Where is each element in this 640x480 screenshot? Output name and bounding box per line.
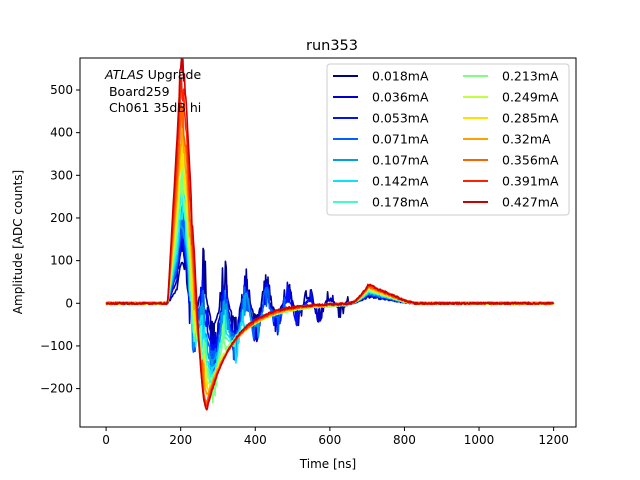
legend-label: 0.178mA — [372, 195, 429, 210]
svg-text:ATLAS Upgrade: ATLAS Upgrade — [104, 67, 201, 82]
y-tick-label: 500 — [50, 83, 73, 97]
legend-label: 0.285mA — [502, 111, 559, 126]
y-tick-label: 0 — [65, 296, 73, 310]
legend-label: 0.107mA — [372, 153, 429, 168]
legend-label: 0.053mA — [372, 111, 429, 126]
annotation-italic: ATLAS — [104, 67, 144, 82]
legend-label: 0.391mA — [502, 174, 559, 189]
annotation-rest: Upgrade — [144, 67, 202, 82]
y-axis: −200 −100 0 100 200 300 400 500 — [40, 83, 80, 396]
legend-label: 0.213mA — [502, 69, 559, 84]
legend-label: 0.036mA — [372, 90, 429, 105]
plot-frame — [79, 57, 577, 428]
legend-box — [326, 63, 570, 216]
legend-label: 0.249mA — [502, 90, 559, 105]
legend-label: 0.071mA — [372, 132, 429, 147]
x-tick-label: 200 — [169, 433, 192, 447]
atlas-annotation: ATLAS Upgrade Board259 Ch061 35dB hi — [104, 67, 201, 115]
x-tick-label: 400 — [244, 433, 267, 447]
x-tick-label: 600 — [318, 433, 341, 447]
y-tick-label: 100 — [50, 254, 73, 268]
legend-label: 0.32mA — [502, 132, 551, 147]
y-tick-label: −200 — [40, 382, 73, 396]
annotation-channel: Ch061 35dB hi — [105, 100, 201, 115]
legend-label: 0.356mA — [502, 153, 559, 168]
x-tick-label: 1000 — [464, 433, 495, 447]
y-tick-label: 200 — [50, 211, 73, 225]
legend: 0.018mA 0.036mA 0.053mA 0.071mA 0.107mA 0.142… — [326, 63, 570, 216]
x-axis-label: Time [ns] — [299, 457, 356, 471]
y-tick-label: −100 — [40, 339, 73, 353]
chart-title: run353 — [306, 38, 358, 54]
x-tick-label: 800 — [393, 433, 416, 447]
series-layer — [105, 58, 555, 411]
legend-label: 0.142mA — [372, 174, 429, 189]
x-tick-label: 0 — [102, 433, 110, 447]
y-tick-label: 300 — [50, 168, 73, 182]
y-axis-label: Amplitude [ADC counts] — [11, 170, 25, 314]
legend-label: 0.018mA — [372, 69, 429, 84]
series-line-0.427mA — [106, 58, 554, 411]
legend-label: 0.427mA — [502, 195, 559, 210]
x-axis: 0 200 400 600 800 1000 1200 — [102, 427, 569, 447]
x-tick-label: 1200 — [538, 433, 569, 447]
y-tick-label: 400 — [50, 126, 73, 140]
annotation-board: Board259 — [105, 84, 170, 99]
